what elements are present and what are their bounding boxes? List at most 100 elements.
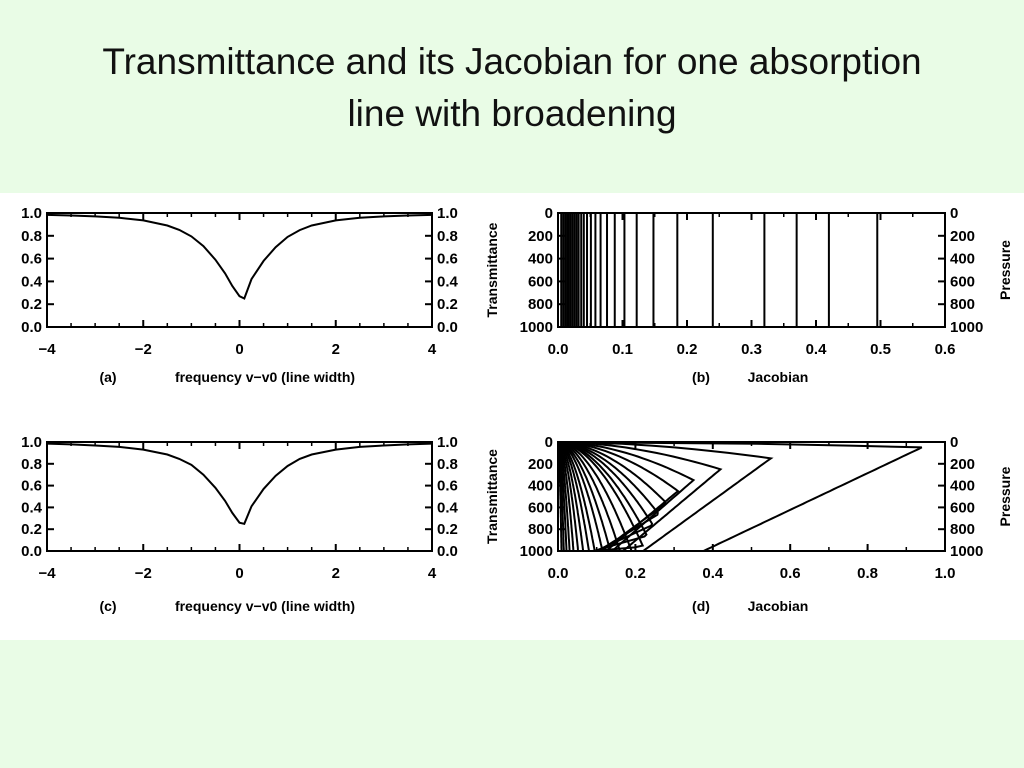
y-tick-label-right: 1.0 — [437, 434, 458, 451]
x-tick-label: 0.4 — [702, 565, 724, 582]
x-tick-label: 0.2 — [677, 341, 698, 358]
figure-panel: −4 −2 0 2 4 1.0 1.0 0.8 0.8 0.6 0.6 0.4 0.4 0.2 0.2 0.0… — [0, 193, 1024, 640]
y-tick-label-left: 0.8 — [21, 456, 42, 473]
plot-frame-c — [46, 441, 433, 552]
y-tick-label-left: 200 — [528, 456, 553, 473]
y-tick-label-right: 0.6 — [437, 251, 458, 268]
jacobian-curve — [557, 441, 696, 552]
y-tick-label-right: 600 — [950, 499, 975, 516]
y-tick-label-right: 1000 — [950, 319, 983, 336]
y-tick-label-left: 1.0 — [21, 434, 42, 451]
slide-title-line-2: line with broadening — [347, 93, 677, 134]
x-axis-label: Jacobian — [748, 598, 809, 614]
y-tick-label-left: 0.0 — [21, 543, 42, 560]
x-tick-label: −2 — [135, 341, 152, 358]
y-tick-label-right: 800 — [950, 296, 975, 313]
plot-frame-b — [557, 212, 946, 328]
y-tick-label-left: 0.4 — [21, 499, 43, 516]
right-axis-label: Transmittance — [484, 222, 500, 317]
jacobian-curve — [557, 441, 659, 552]
y-tick-label-left: 0.4 — [21, 273, 43, 290]
x-tick-label: 2 — [332, 565, 340, 582]
x-axis-label: frequency v−v0 (line width) — [175, 369, 355, 385]
jacobian-curve — [557, 441, 604, 552]
y-tick-label-left: 600 — [528, 273, 553, 290]
x-tick-label: 4 — [428, 341, 437, 358]
y-tick-label-right: 0 — [950, 205, 958, 222]
jacobian-curve — [557, 441, 575, 552]
jacobian-curve — [557, 441, 571, 552]
y-tick-label-left: 800 — [528, 296, 553, 313]
x-tick-label: 0 — [235, 565, 243, 582]
x-tick-label: 0.1 — [612, 341, 633, 358]
x-tick-label: 0.6 — [780, 565, 801, 582]
jacobian-curve — [557, 441, 648, 552]
chart-c: −4 −2 0 2 4 1.0 1.0 0.8 0.8 0.6 0.6 0.4 0.4 0.2 0.2 0.0… — [21, 434, 500, 614]
jacobian-curve — [557, 441, 645, 552]
jacobian-curve — [557, 441, 923, 552]
y-tick-label-right: 400 — [950, 478, 975, 495]
y-tick-label-left: 800 — [528, 521, 553, 538]
x-tick-label: −4 — [38, 341, 56, 358]
x-tick-label: 0.0 — [548, 565, 569, 582]
y-tick-label-left: 1.0 — [21, 205, 42, 222]
jacobian-curve — [557, 441, 585, 552]
y-tick-label-left: 0.2 — [21, 521, 42, 538]
y-tick-label-left: 0.6 — [21, 478, 42, 495]
x-tick-label: 0.8 — [857, 565, 878, 582]
x-tick-label: 0.0 — [548, 341, 569, 358]
panel-label: (a) — [99, 369, 116, 385]
y-tick-label-right: 200 — [950, 456, 975, 473]
y-tick-label-right: 0.2 — [437, 296, 458, 313]
chart-d: 0.0 0.2 0.4 0.6 0.8 1.0 0 0 200 200 400 400 600 600 80… — [520, 434, 1013, 614]
chart-figure: −4 −2 0 2 4 1.0 1.0 0.8 0.8 0.6 0.6 0.4 0.4 0.2 0.2 0.0… — [21, 205, 1013, 614]
y-tick-label-left: 1000 — [520, 319, 553, 336]
jacobian-curve — [557, 441, 580, 552]
y-tick-label-left: 0.6 — [21, 251, 42, 268]
y-tick-label-right: 0.2 — [437, 521, 458, 538]
y-tick-label-left: 200 — [528, 228, 553, 245]
plot-frame-a — [46, 212, 433, 328]
y-tick-label-right: 0.4 — [437, 499, 459, 516]
y-tick-label-right: 800 — [950, 521, 975, 538]
right-axis-label: Pressure — [997, 466, 1013, 526]
x-tick-label: 0 — [235, 341, 243, 358]
y-tick-label-left: 0 — [545, 205, 553, 222]
x-tick-label: 0.4 — [806, 341, 828, 358]
panel-label: (c) — [99, 598, 116, 614]
y-tick-label-left: 400 — [528, 251, 553, 268]
jacobian-curve — [557, 441, 774, 552]
y-tick-label-right: 0.4 — [437, 273, 459, 290]
x-tick-label: 0.5 — [870, 341, 891, 358]
y-tick-label-left: 0.8 — [21, 228, 42, 245]
x-tick-label: 0.3 — [741, 341, 762, 358]
chart-a: −4 −2 0 2 4 1.0 1.0 0.8 0.8 0.6 0.6 0.4 0.4 0.2 0.2 0.0… — [21, 205, 500, 385]
jacobian-curve — [557, 441, 633, 552]
plot-frame-d — [557, 441, 946, 552]
y-tick-label-right: 0.8 — [437, 228, 458, 245]
y-tick-label-left: 1000 — [520, 543, 553, 560]
panel-label: (b) — [692, 369, 710, 385]
y-tick-label-left: 0.0 — [21, 319, 42, 336]
x-tick-label: 4 — [428, 565, 437, 582]
y-tick-label-right: 200 — [950, 228, 975, 245]
jacobian-curve — [557, 441, 654, 552]
y-tick-label-right: 0.6 — [437, 478, 458, 495]
series-line — [46, 213, 433, 300]
x-tick-label: 0.2 — [625, 565, 646, 582]
panel-label: (d) — [692, 598, 710, 614]
x-tick-label: 1.0 — [935, 565, 956, 582]
y-tick-label-right: 600 — [950, 273, 975, 290]
jacobian-curve — [557, 441, 563, 551]
jacobian-curve — [557, 441, 596, 552]
chart-b: 0.0 0.1 0.2 0.3 0.4 0.5 0.6 0 0 200 200 400 400 600 60… — [520, 205, 1013, 385]
jacobian-curve — [557, 441, 621, 552]
x-tick-label: 0.6 — [935, 341, 956, 358]
jacobian-curve — [557, 441, 612, 552]
y-tick-label-left: 0 — [545, 434, 553, 451]
y-tick-label-right: 1000 — [950, 543, 983, 560]
y-tick-label-left: 0.2 — [21, 296, 42, 313]
x-axis-label: Jacobian — [748, 369, 809, 385]
y-tick-label-right: 0.0 — [437, 543, 458, 560]
y-tick-label-right: 0.0 — [437, 319, 458, 336]
